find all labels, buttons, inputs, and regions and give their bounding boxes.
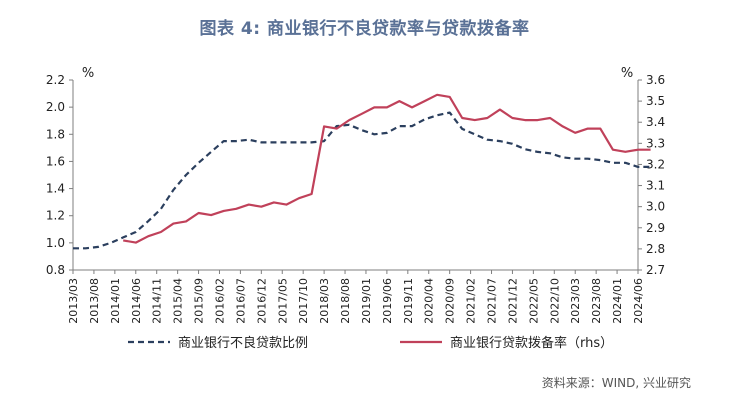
left-tick-label: 1.8 bbox=[46, 127, 65, 141]
x-tick-label: 2022/10 bbox=[548, 278, 561, 324]
source-note: 资料来源：WIND, 兴业研究 bbox=[541, 376, 691, 390]
right-tick-label: 3.6 bbox=[646, 73, 665, 87]
x-tick-label: 2023/03 bbox=[569, 278, 582, 324]
legend-npl-label: 商业银行不良贷款比例 bbox=[178, 335, 308, 351]
right-tick-label: 2.7 bbox=[646, 263, 665, 277]
x-tick-label: 2024/01 bbox=[611, 278, 624, 324]
legend-provision-label: 商业银行贷款拨备率（rhs） bbox=[450, 335, 613, 351]
axes-layer: 0.8 1.0 1.2 1.4 1.6 1.8 2.0 2.2 2.7 2.8 2.9 3.0 3.1 3… bbox=[46, 66, 665, 324]
left-tick-label: 1.2 bbox=[46, 209, 65, 223]
left-tick-label: 1.4 bbox=[46, 182, 65, 196]
x-tick-label: 2020/09 bbox=[444, 278, 457, 324]
x-tick-label: 2019/01 bbox=[360, 278, 373, 324]
x-tick-label: 2017/05 bbox=[276, 278, 289, 324]
x-tick-label: 2019/06 bbox=[381, 278, 394, 324]
legend: 商业银行不良贷款比例 商业银行贷款拨备率（rhs） bbox=[128, 335, 613, 351]
x-tick-label: 2013/08 bbox=[88, 278, 101, 324]
x-tick-label: 2021/12 bbox=[506, 278, 519, 324]
x-tick-label: 2013/03 bbox=[67, 278, 80, 324]
right-axis-unit: % bbox=[621, 66, 633, 81]
x-tick-label: 2016/12 bbox=[255, 278, 268, 324]
left-tick-label: 2.2 bbox=[46, 73, 65, 87]
right-tick-label: 3.3 bbox=[646, 136, 665, 150]
npl-ratio-line bbox=[73, 111, 651, 250]
right-tick-label: 2.9 bbox=[646, 221, 665, 235]
x-tick-label: 2018/08 bbox=[339, 278, 352, 324]
right-tick-label: 2.8 bbox=[646, 242, 665, 256]
x-tick-label: 2017/10 bbox=[297, 278, 310, 324]
x-tick-label: 2023/08 bbox=[590, 278, 603, 324]
chart-title: 图表 4: 商业银行不良贷款率与贷款拨备率 bbox=[199, 19, 530, 39]
left-tick-label: 1.0 bbox=[46, 236, 65, 250]
x-tick-label: 2014/06 bbox=[130, 278, 143, 324]
right-tick-label: 3.1 bbox=[646, 179, 665, 193]
x-tick-label: 2016/02 bbox=[213, 278, 226, 324]
lines-layer bbox=[73, 93, 651, 250]
x-tick-label: 2015/09 bbox=[193, 278, 206, 324]
x-tick-label: 2014/01 bbox=[109, 278, 122, 324]
left-tick-label: 1.6 bbox=[46, 154, 65, 168]
right-tick-label: 3.4 bbox=[646, 115, 665, 129]
x-tick-label: 2018/03 bbox=[318, 278, 331, 324]
left-tick-label: 2.0 bbox=[46, 100, 65, 114]
x-tick-label: 2019/11 bbox=[402, 278, 415, 324]
x-tick-label: 2021/07 bbox=[486, 278, 499, 324]
x-tick-label: 2014/11 bbox=[151, 278, 164, 324]
x-tick-label: 2020/04 bbox=[423, 278, 436, 324]
right-tick-label: 3.5 bbox=[646, 94, 665, 108]
x-tick-label: 2022/05 bbox=[527, 278, 540, 324]
right-tick-label: 3.2 bbox=[646, 157, 665, 171]
x-tick-label: 2024/06 bbox=[632, 278, 645, 324]
provision-ratio-line bbox=[123, 93, 651, 244]
left-axis-unit: % bbox=[82, 66, 94, 81]
x-tick-label: 2015/04 bbox=[172, 278, 185, 324]
x-tick-label: 2016/07 bbox=[234, 278, 247, 324]
right-tick-label: 3.0 bbox=[646, 200, 665, 214]
x-tick-label: 2021/02 bbox=[465, 278, 478, 324]
left-tick-label: 0.8 bbox=[46, 263, 65, 277]
